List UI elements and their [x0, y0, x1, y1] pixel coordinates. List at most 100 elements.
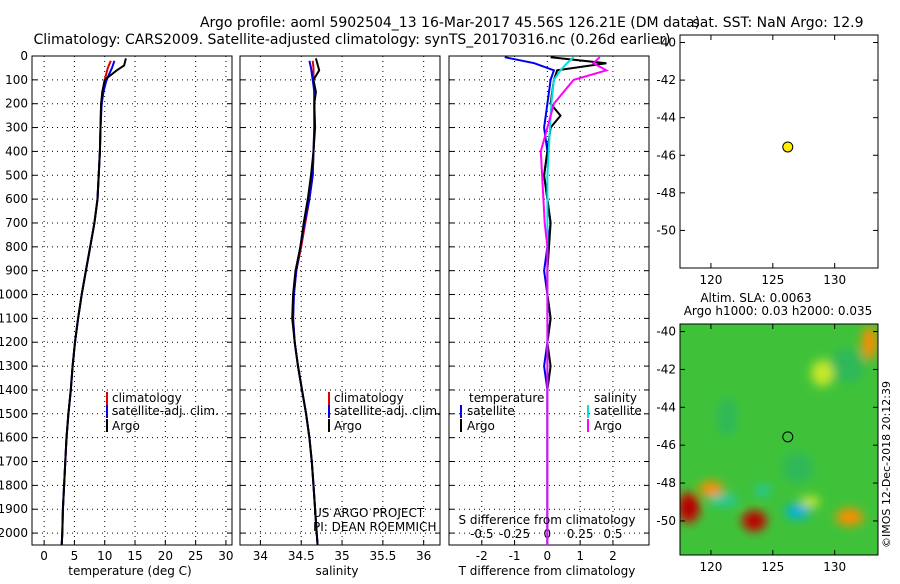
- legend-label: Argo: [112, 419, 140, 433]
- x-tick-label: 35: [334, 549, 349, 563]
- y-tick-label: 400: [5, 144, 28, 158]
- legend-label: Argo: [594, 419, 622, 433]
- y-tick-label: -40: [656, 325, 676, 339]
- y-tick-label: 1100: [0, 311, 28, 325]
- sla-map-panel: 120 125 130 -40 -42 -44 -46 -48 -50: [656, 323, 879, 574]
- y-tick-label: -44: [656, 111, 676, 125]
- y-tick-label: -50: [656, 223, 676, 237]
- y-tick-label: 1800: [0, 478, 28, 492]
- x-tick-label: 0: [40, 549, 48, 563]
- legend-label: satellite-adj. clim.: [112, 404, 219, 418]
- map-frame: [679, 323, 879, 556]
- y-tick-label: 800: [5, 240, 28, 254]
- anomaly-core: [683, 500, 694, 515]
- y-tick-label: 1900: [0, 502, 28, 516]
- y-tick-label: 1400: [0, 383, 28, 397]
- x-tick-label: 120: [699, 273, 722, 287]
- legend-label: climatology: [334, 391, 404, 405]
- temperature-xlabel: temperature (deg C): [68, 564, 191, 578]
- temperature-panel: 0100200300400500600700800900100011001200…: [0, 49, 234, 563]
- legend-header-salinity: salinity: [594, 391, 637, 405]
- x-tick-label: 34: [253, 549, 268, 563]
- x-tick-label: 15: [127, 549, 142, 563]
- plot-frame: [239, 55, 441, 546]
- series-temp-argo-line: [543, 56, 607, 545]
- x-tick-label: 20: [158, 549, 173, 563]
- s-axis-label: S difference from climatology: [459, 513, 636, 527]
- y-tick-label: 1000: [0, 288, 28, 302]
- y-tick-label: -48: [656, 476, 676, 490]
- series-argo-line: [60, 58, 127, 546]
- x-tick-label: 34.5: [288, 549, 315, 563]
- x-tick-label: 130: [823, 273, 846, 287]
- x-tick-label: 1: [576, 549, 584, 563]
- y-tick-label: -44: [656, 400, 676, 414]
- anomaly-blob: [755, 484, 771, 497]
- x-tick-label: 10: [97, 549, 112, 563]
- anomaly-blob: [698, 481, 724, 497]
- y-tick-label: -48: [656, 186, 676, 200]
- x-tick-label: 0: [544, 549, 552, 563]
- y-tick-label: -46: [656, 148, 676, 162]
- y-tick-label: 1500: [0, 407, 28, 421]
- y-tick-label: 500: [5, 168, 28, 182]
- legend-label: Argo: [467, 419, 495, 433]
- y-tick-label: -42: [656, 362, 676, 376]
- anomaly-blob: [811, 359, 834, 387]
- y-tick-label: 200: [5, 97, 28, 111]
- anomaly-blob: [782, 452, 813, 484]
- legend-header-temperature: temperature: [469, 391, 544, 405]
- argo-position-marker: [782, 141, 794, 153]
- y-tick-label: 300: [5, 121, 28, 135]
- map-frame: [679, 34, 879, 269]
- sla-title: Altim. SLA: 0.0063: [700, 291, 811, 305]
- x-tick-label: 130: [823, 560, 846, 574]
- y-tick-label: 1600: [0, 431, 28, 445]
- x-tick-label: 120: [699, 560, 722, 574]
- s-tick-label: 0.5: [603, 527, 622, 541]
- y-tick-label: 100: [5, 73, 28, 87]
- legend-label: satellite: [594, 404, 642, 418]
- title-line-1: Argo profile: aoml 5902504_13 16-Mar-201…: [200, 15, 700, 31]
- sla-subtitle: Argo h1000: 0.03 h2000: 0.035: [684, 304, 873, 318]
- y-tick-label: 600: [5, 192, 28, 206]
- anomaly-blob: [861, 325, 877, 360]
- y-tick-label: -46: [656, 438, 676, 452]
- series-sal-argo-line: [539, 56, 610, 545]
- anomaly-blob: [835, 508, 864, 526]
- legend-label: satellite-adj. clim.: [334, 404, 441, 418]
- series-clim-line: [60, 60, 112, 546]
- anomaly-blob: [785, 503, 810, 520]
- salinity-legend: climatology satellite-adj. clim. Argo US…: [313, 391, 441, 534]
- series-sat-line: [60, 60, 116, 546]
- difference-legend: temperature salinity satellite Argo sate…: [459, 391, 642, 527]
- difference-panel: -2 -1 0 1 2-0.5 -0.25 0 0.25 0.5: [448, 55, 650, 563]
- series-sal-sat-line: [546, 56, 575, 545]
- plot-frame: [448, 55, 650, 546]
- s-tick-label: -0.25: [499, 527, 530, 541]
- salinity-panel: 34 34.5 35 35.5 36: [239, 55, 441, 563]
- pi-label: PI: DEAN ROEMMICH: [313, 520, 436, 534]
- y-tick-label: -40: [656, 36, 676, 50]
- x-tick-label: 25: [188, 549, 203, 563]
- y-tick-label: 1300: [0, 359, 28, 373]
- watermark: ©IMOS 12-Dec-2018 20:12:39: [880, 381, 893, 548]
- argo-position-marker: [782, 431, 794, 443]
- project-label: US ARGO PROJECT: [313, 506, 425, 520]
- title-line-2: Climatology: CARS2009. Satellite-adjuste…: [33, 32, 670, 48]
- y-tick-label: 2000: [0, 526, 28, 540]
- s-tick-label: 0.25: [567, 527, 594, 541]
- legend-label: Argo: [334, 419, 362, 433]
- y-tick-label: -42: [656, 73, 676, 87]
- legend-label: climatology: [112, 391, 182, 405]
- y-tick-label: -50: [656, 514, 676, 528]
- x-tick-label: 2: [609, 549, 617, 563]
- anomaly-blob: [829, 348, 865, 383]
- anomaly-field: [680, 325, 877, 532]
- y-tick-label: 1700: [0, 455, 28, 469]
- sst-title: sat. SST: NaN Argo: 12.9: [692, 15, 863, 31]
- x-tick-label: -1: [509, 549, 521, 563]
- sst-map-panel: 120 125 130 -40 -42 -44 -46 -48 -50: [656, 34, 879, 287]
- salinity-xlabel: salinity: [315, 564, 358, 578]
